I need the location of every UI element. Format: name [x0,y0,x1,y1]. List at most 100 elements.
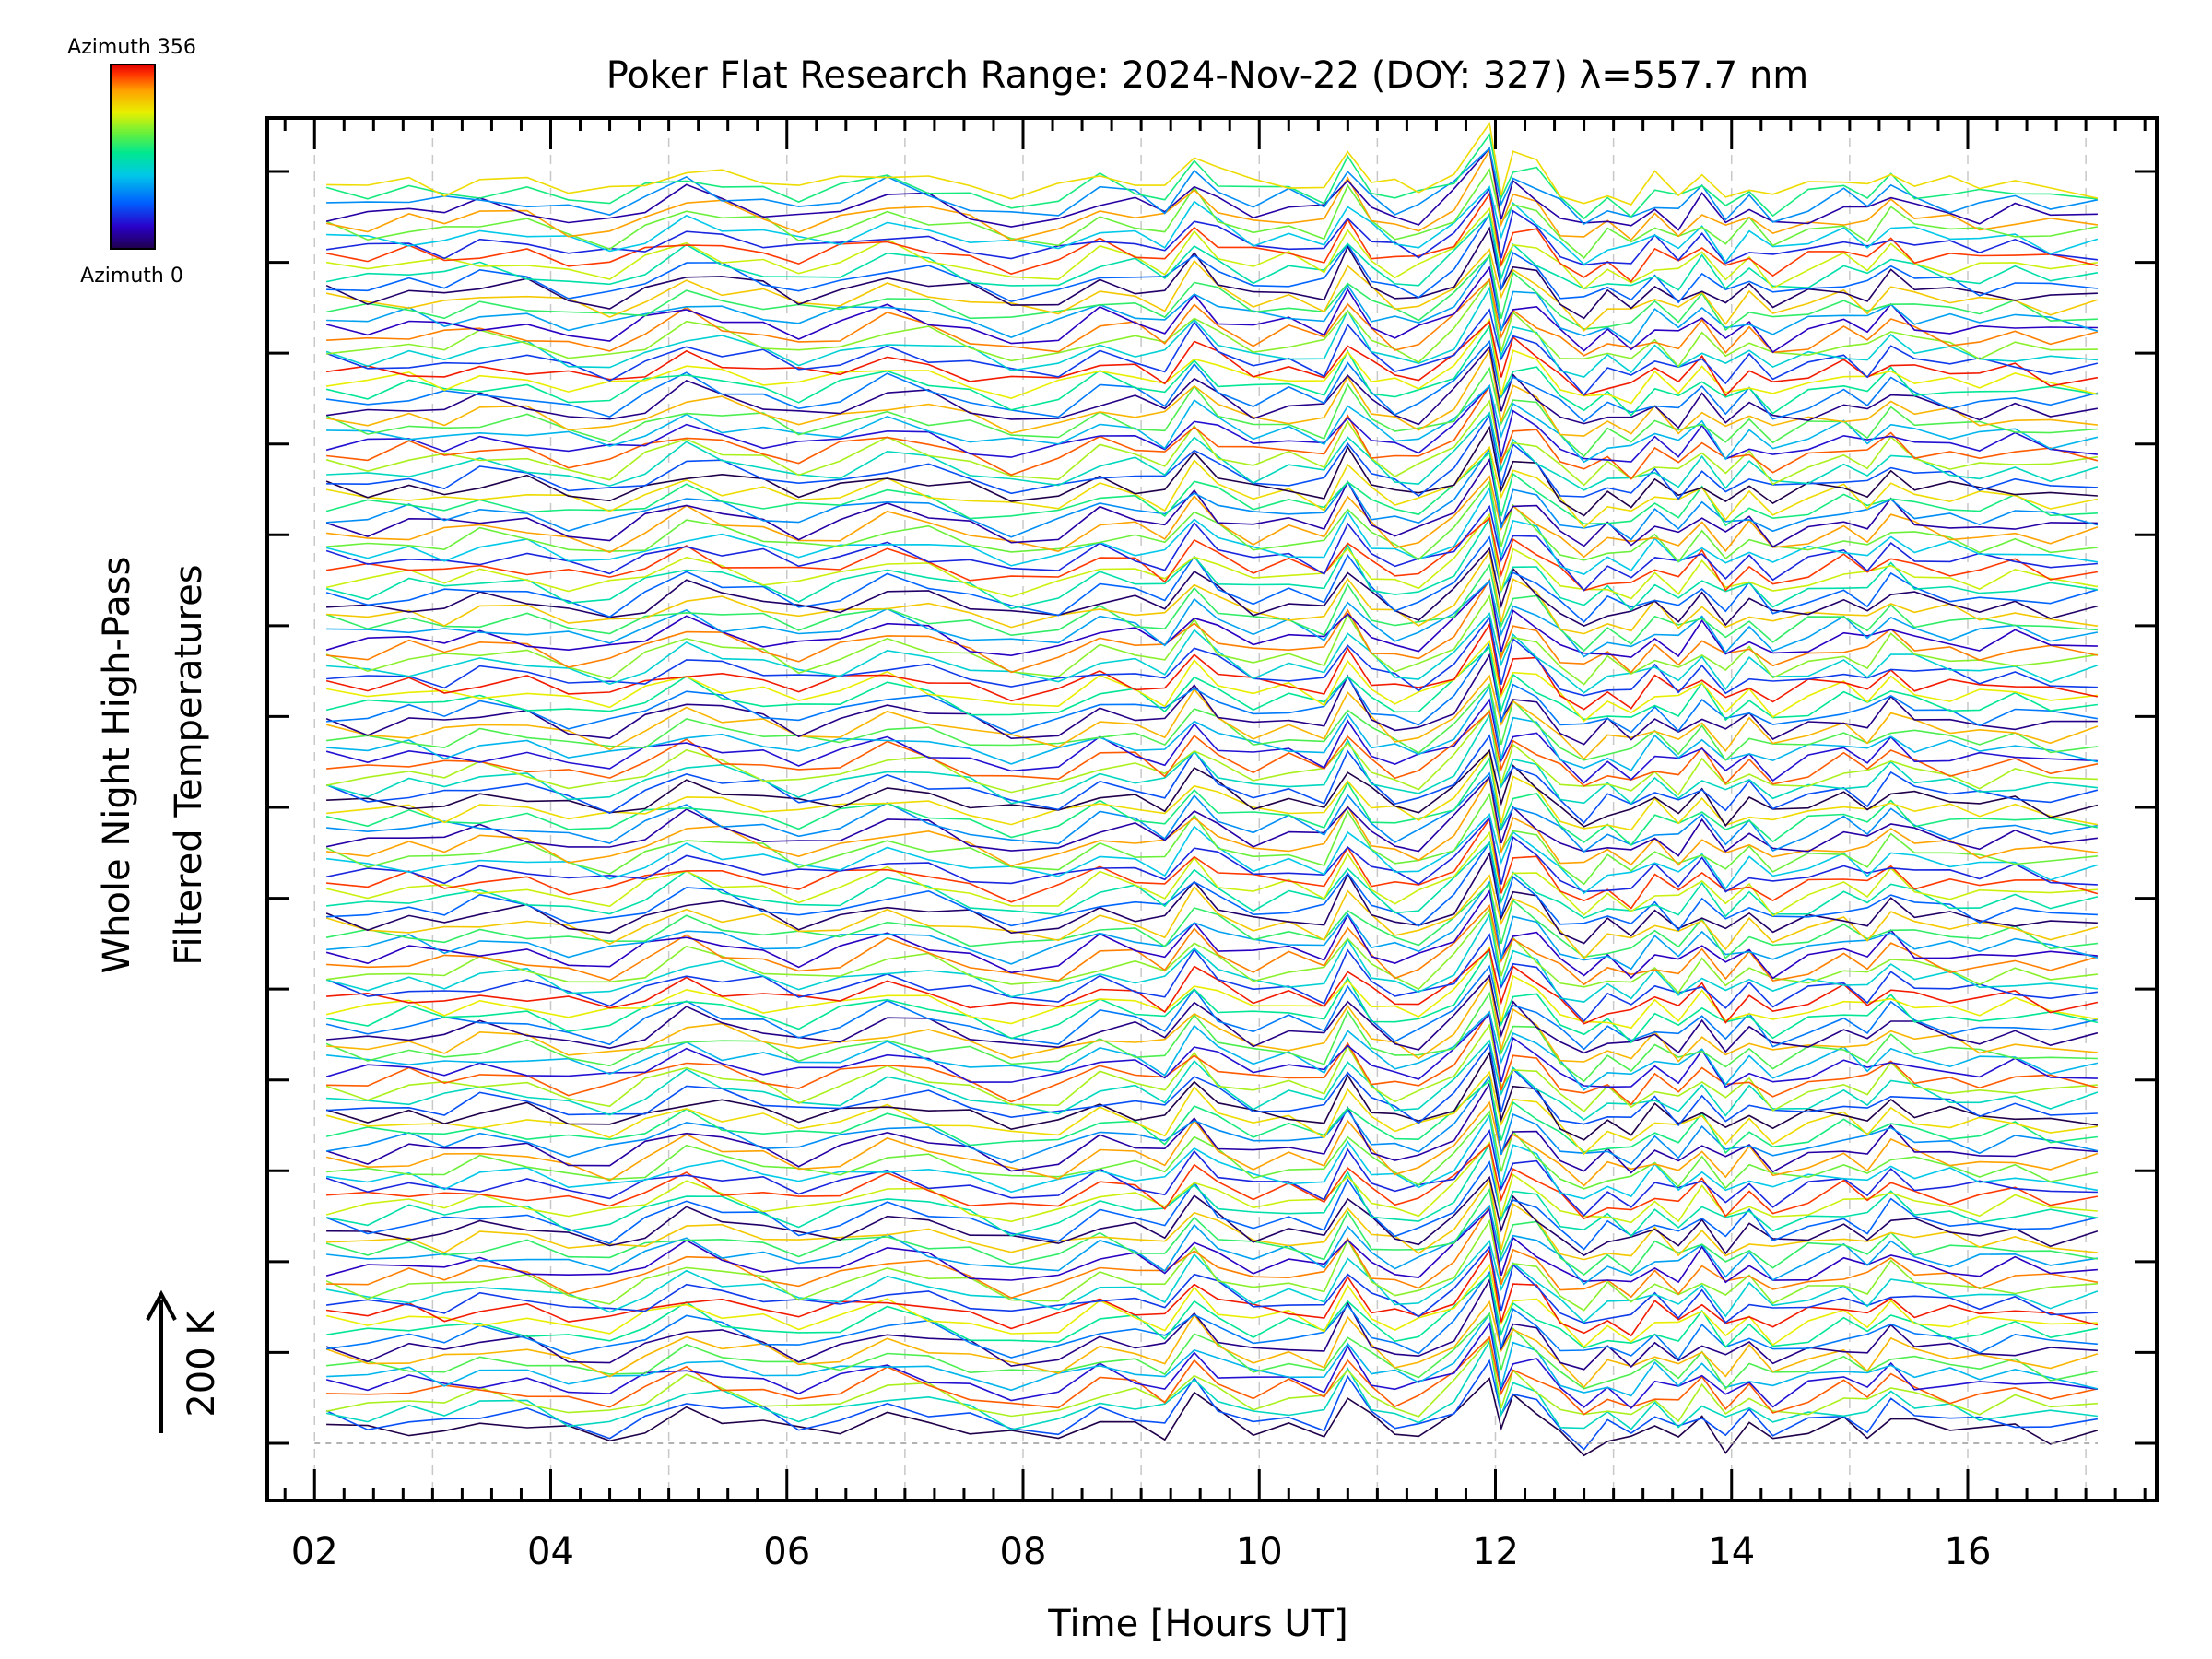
series-line [326,1377,2099,1457]
series-line [325,425,2098,517]
y-axis-label-line1: Whole Night High-Pass [96,557,138,974]
series-line [325,206,2099,290]
series-line [326,947,2099,1025]
series-line [325,1218,2098,1312]
series-line [325,168,2099,260]
series-line [325,946,2099,1030]
series-line [326,480,2098,563]
series-line [325,1013,2098,1088]
series-line [326,1204,2099,1286]
scale-bar: 200 K [146,1289,223,1433]
series-line [325,1074,2099,1165]
axes-group: 02 04 06 08 10 12 14 16 [265,116,2159,1573]
series-line [325,888,2098,980]
series-line [326,413,2098,500]
series-line [326,641,2099,735]
series-line [325,674,2099,760]
series-line [325,579,2098,658]
series-line [325,1081,2098,1174]
series-line [325,1245,2098,1324]
series-line [326,684,2099,771]
series-line [326,411,2099,491]
series-line [325,639,2098,723]
series-line [325,445,2099,529]
series-line [326,1312,2099,1391]
series-line [325,535,2099,623]
series-line [325,516,2099,592]
x-tick-label: 06 [763,1531,810,1573]
series-line [326,1175,2099,1257]
series-line [325,516,2099,612]
series-line [326,212,2098,304]
series-group [314,121,2099,1457]
series-line [326,612,2099,694]
series-line [325,320,2099,397]
series-line [325,451,2098,527]
series-line [325,1239,2099,1324]
series-line [325,1207,2098,1284]
series-line [325,712,2098,805]
series-line [325,147,2099,241]
series-line [325,883,2098,959]
series-line [325,324,2099,417]
series-line [325,698,2098,784]
colorbar-bottom-label: Azimuth 0 [80,265,183,288]
series-line [326,578,2099,674]
y-axis-label-line2: Filtered Temperatures [168,564,210,965]
series-line [325,1142,2099,1238]
series-line [325,248,2099,332]
series-line [325,265,2098,354]
series-line [325,1160,2099,1251]
series-line [325,1128,2098,1217]
series-line [325,594,2099,686]
series-line [325,1277,2098,1371]
series-line [325,933,2099,1023]
series-line [326,1178,2098,1261]
series-line [325,964,2099,1051]
series-line [325,187,2098,266]
series-line [326,616,2098,697]
series-line [325,991,2098,1083]
series-line [325,1321,2099,1410]
series-line [325,563,2098,653]
x-tick-label: 16 [1945,1531,1992,1573]
series-line [325,734,2099,824]
series-line [325,1100,2099,1187]
series-line [326,748,2099,828]
series-line [325,308,2099,396]
series-line [326,1335,2099,1416]
series-line [325,347,2098,437]
series-line [325,384,2098,463]
series-line [325,874,2099,960]
series-line [326,547,2099,627]
series-line [326,253,2099,345]
series-line [325,1078,2098,1155]
series-line [325,253,2098,332]
series-line [325,318,2099,405]
series-line [326,974,2099,1054]
series-line [325,830,2098,917]
series-line [326,185,2099,265]
series-line [325,1070,2099,1156]
series-line [325,622,2099,711]
series-line [326,813,2099,895]
series-line [326,880,2099,971]
series-line [325,948,2099,1044]
series-line [326,447,2099,541]
series-line [325,1273,2099,1349]
series-line [325,1359,2099,1451]
series-line [325,457,2098,548]
series-line [326,1010,2099,1091]
series-line [325,226,2098,320]
series-line [325,1270,2098,1360]
x-tick-label: 10 [1236,1531,1283,1573]
series-line [326,682,2099,761]
series-line [325,851,2098,945]
series-line [325,645,2099,722]
x-tick-label: 04 [527,1531,574,1573]
series-line [325,1023,2098,1112]
series-line [325,816,2098,893]
series-line [325,1300,2099,1389]
series-line [325,1248,2099,1337]
series-line [325,133,2098,220]
